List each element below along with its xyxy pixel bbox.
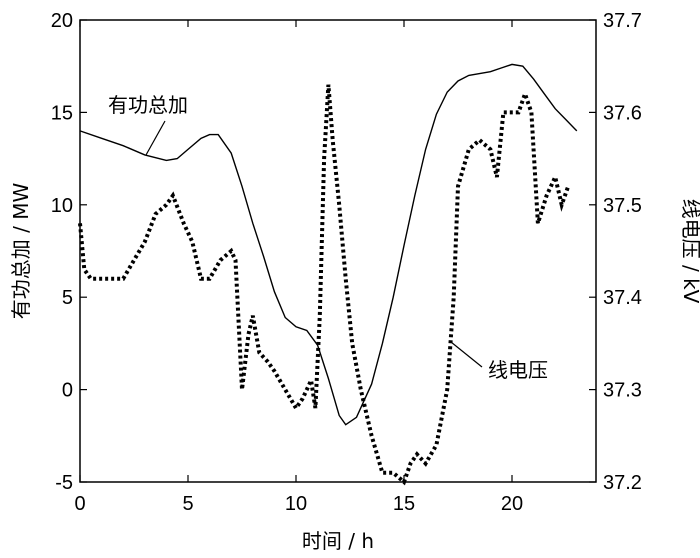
y-left-tick-label: -5: [55, 472, 73, 494]
x-tick-label: 20: [501, 493, 523, 515]
y-left-axis-title: 有功总加 / MW: [9, 183, 33, 320]
series-line-voltage: [78, 84, 571, 486]
annotation-leader: [145, 120, 166, 156]
y-right-tick-label: 37.4: [603, 287, 642, 309]
annotation-leader: [450, 341, 483, 368]
y-right-tick-label: 37.5: [603, 195, 642, 217]
plot-area: 0 5 10 15 20-50510152037.237.337.437.537.637…: [9, 10, 700, 553]
y-right-tick-label: 37.7: [603, 10, 642, 32]
x-tick-label: 0: [74, 493, 85, 515]
annotation-voltage: 线电压: [488, 358, 548, 382]
y-right-tick-label: 37.6: [603, 102, 642, 124]
annotation-active-power: 有功总加: [108, 93, 188, 117]
x-axis-title: 时间 / h: [302, 529, 374, 553]
x-tick-label: 10: [285, 493, 307, 515]
y-left-tick-label: 0: [62, 380, 73, 402]
y-left-tick-label: 10: [51, 195, 73, 217]
y-left-tick-label: 5: [62, 287, 73, 309]
y-left-tick-label: 20: [51, 10, 73, 32]
y-left-tick-label: 15: [51, 102, 73, 124]
x-tick-label: 5: [182, 493, 193, 515]
y-right-tick-label: 37.2: [603, 472, 642, 494]
y-right-tick-label: 37.3: [603, 380, 642, 402]
y-right-axis-title: 线电压 / kV: [679, 199, 700, 304]
plot-frame: [79, 19, 597, 483]
series-line-active-power: [79, 63, 578, 426]
x-tick-label: 15: [393, 493, 415, 515]
